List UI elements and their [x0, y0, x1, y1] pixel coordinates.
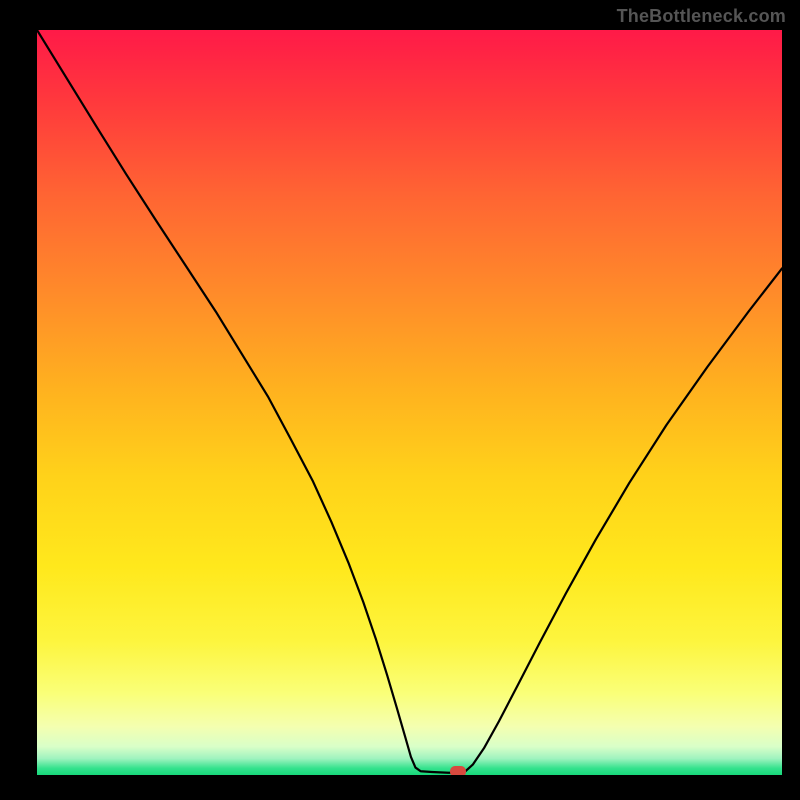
watermark-text: TheBottleneck.com: [617, 6, 786, 27]
min-marker: [450, 766, 466, 775]
plot-area: [37, 30, 782, 775]
bottleneck-curve: [37, 30, 782, 775]
chart-container: TheBottleneck.com: [0, 0, 800, 800]
